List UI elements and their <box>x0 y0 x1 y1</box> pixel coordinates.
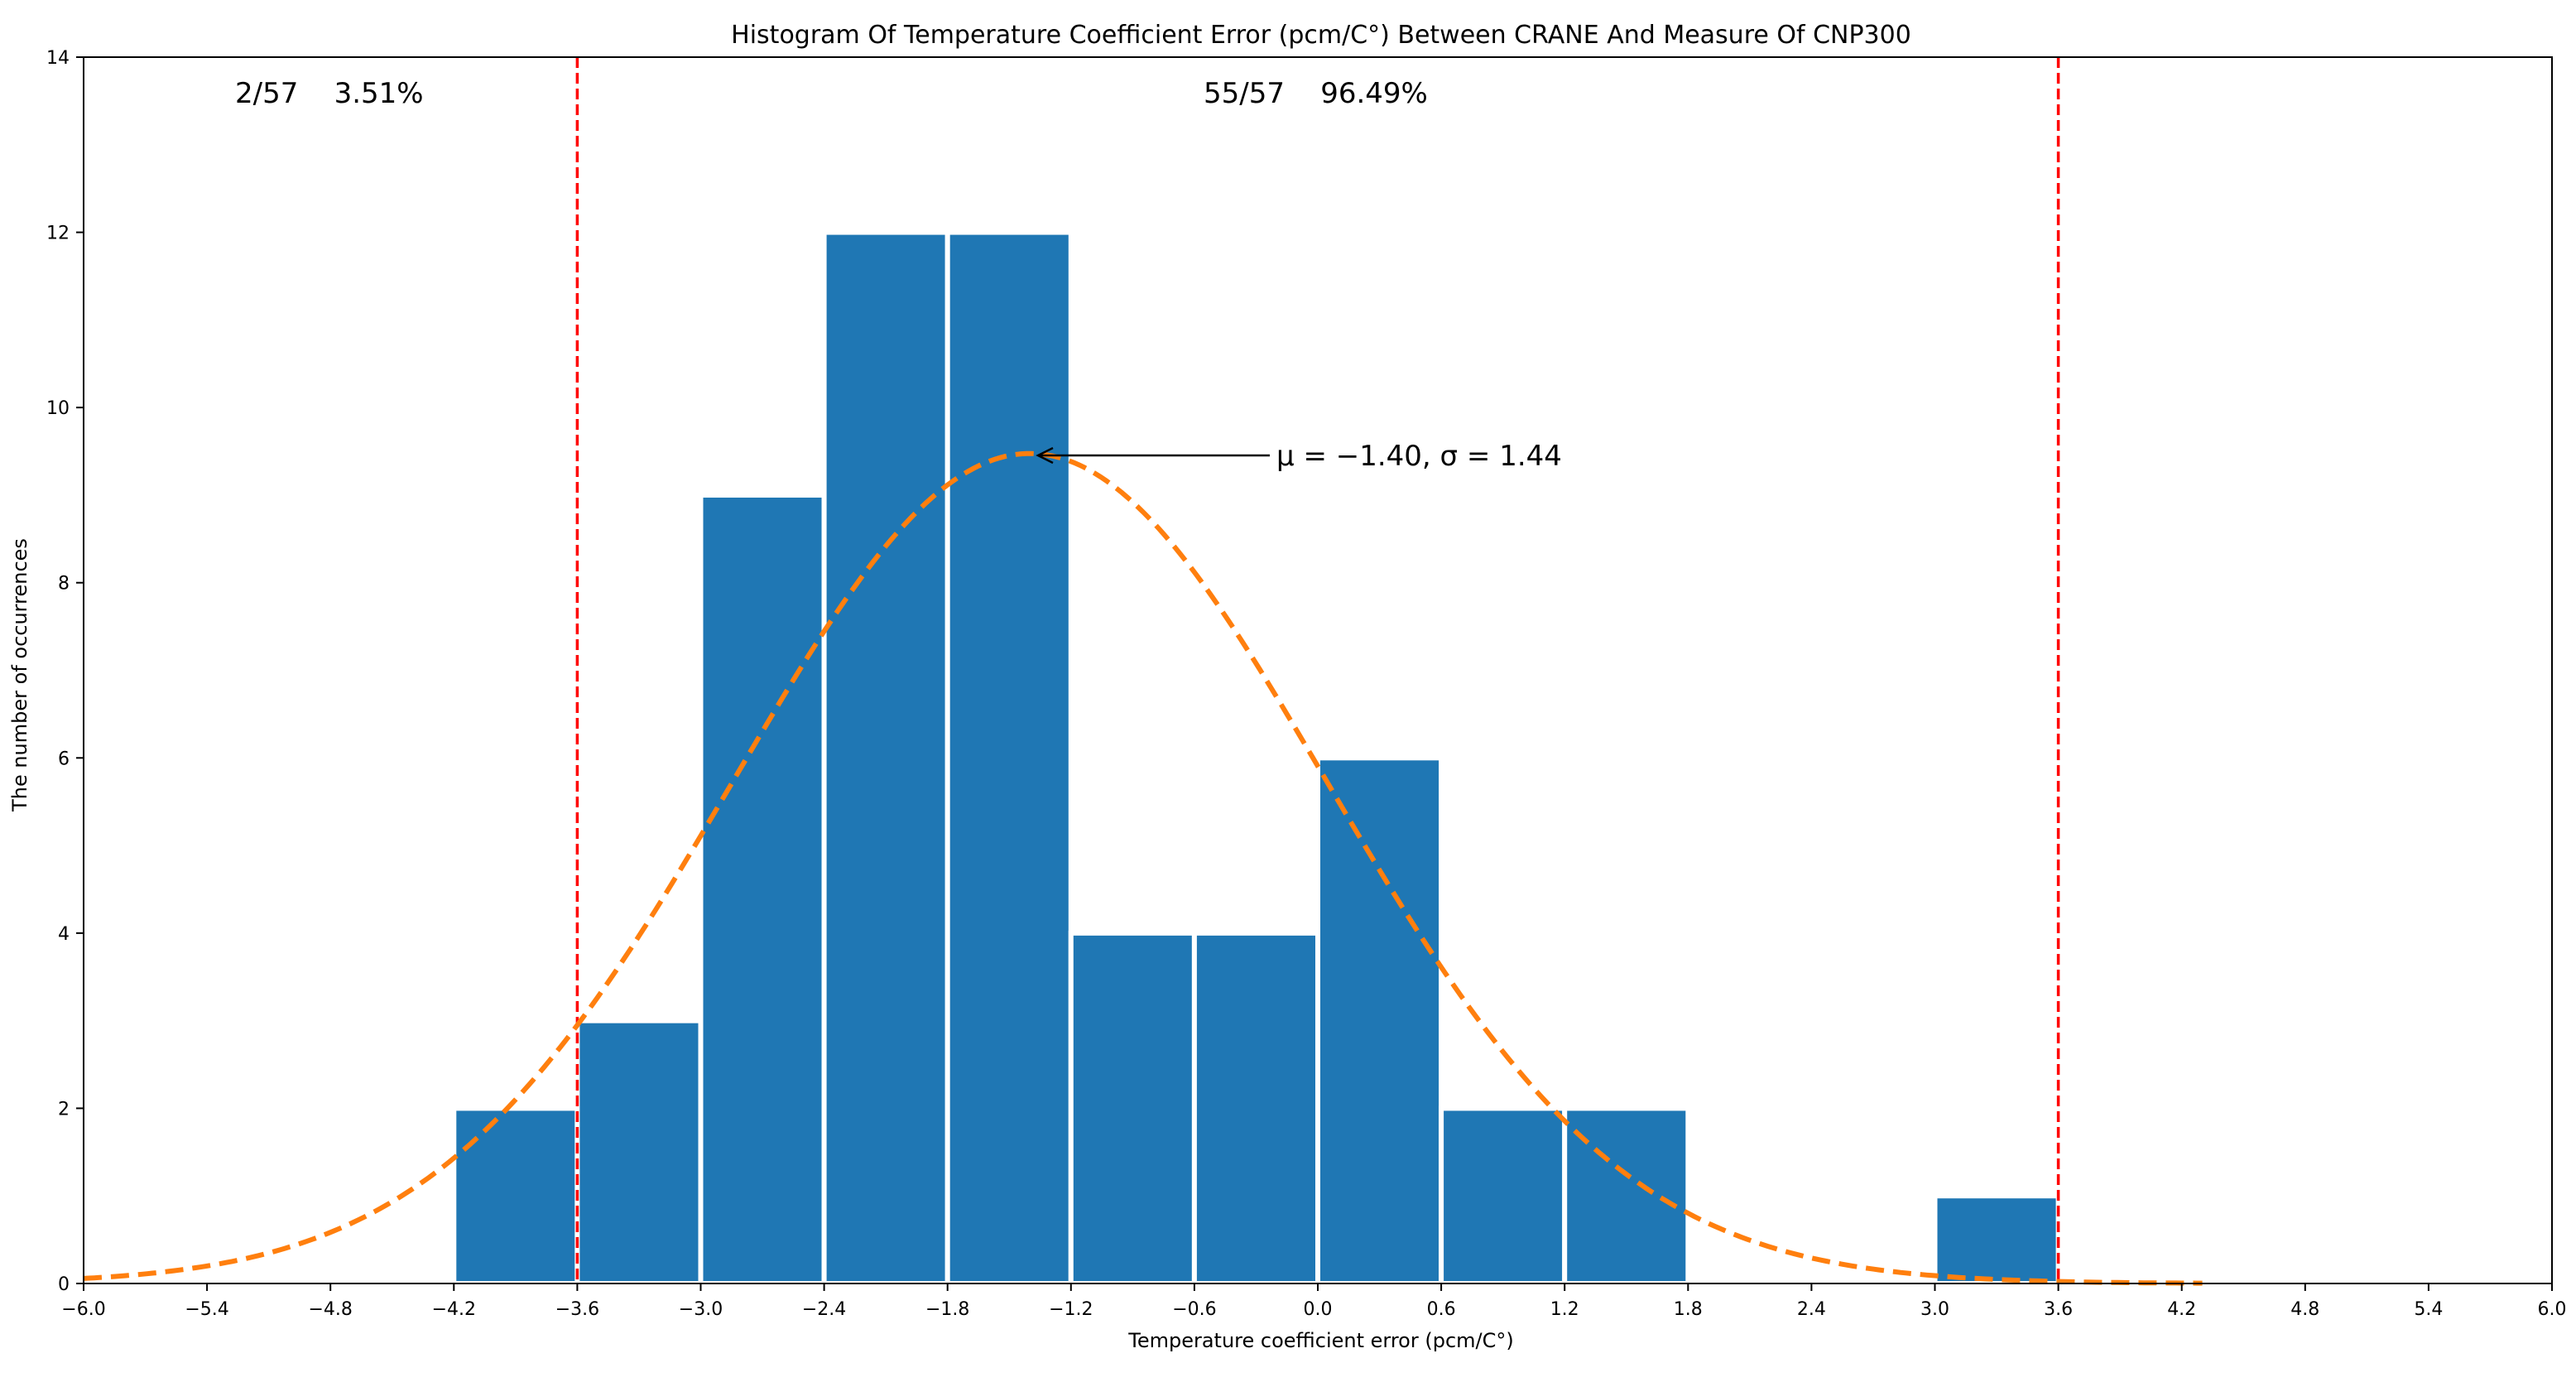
histogram-bar <box>944 229 1074 1287</box>
x-tick-label: −2.4 <box>802 1299 846 1320</box>
y-tick-label: 4 <box>58 924 70 945</box>
histogram-bar <box>1932 1193 2061 1286</box>
histogram-bar <box>698 492 827 1286</box>
x-tick-label: −5.4 <box>185 1299 228 1320</box>
x-tick-label: 0.0 <box>1304 1299 1333 1320</box>
chart-title: Histogram Of Temperature Coefficient Err… <box>731 21 1911 50</box>
histogram-bar <box>1068 930 1197 1287</box>
x-tick-label: 5.4 <box>2414 1299 2443 1320</box>
center-count-label: 55/57 96.49% <box>1204 77 1428 110</box>
y-axis-ticks: 0 2 4 6 8 10 12 14 <box>46 48 84 1295</box>
x-axis-label: Temperature coefficient error (pcm/C°) <box>1127 1329 1514 1352</box>
y-tick-label: 14 <box>46 48 70 69</box>
histogram-bar <box>1439 1105 1568 1287</box>
x-tick-label: 6.0 <box>2538 1299 2567 1320</box>
x-tick-label: −0.6 <box>1172 1299 1216 1320</box>
fit-annotation-arrow-head <box>1036 446 1054 465</box>
x-tick-label: 0.6 <box>1427 1299 1456 1320</box>
histogram-bar <box>451 1105 580 1287</box>
normal-fit-curve-group <box>83 450 2203 1286</box>
fit-annotation: μ = −1.40, σ = 1.44 <box>1036 440 1562 473</box>
histogram-bar <box>821 229 950 1287</box>
y-tick-label: 0 <box>58 1274 70 1295</box>
histogram-bars <box>451 229 2061 1287</box>
x-tick-label: −3.0 <box>679 1299 723 1320</box>
x-tick-label: −1.8 <box>925 1299 969 1320</box>
y-tick-label: 8 <box>58 574 70 595</box>
normal-fit-curve <box>83 450 2203 1286</box>
x-tick-label: −1.2 <box>1049 1299 1093 1320</box>
y-tick-label: 6 <box>58 749 70 769</box>
x-tick-label: 4.8 <box>2290 1299 2319 1320</box>
histogram-bar <box>1315 755 1444 1286</box>
x-tick-label: 3.0 <box>1920 1299 1949 1320</box>
x-axis-ticks: −6.0 −5.4 −4.8 −4.2 −3.6 −3.0 −2.4 −1.8 −1.2 −0.6… <box>61 1283 2567 1320</box>
x-tick-label: −4.2 <box>432 1299 476 1320</box>
x-tick-label: 4.2 <box>2167 1299 2196 1320</box>
x-tick-label: 3.6 <box>2044 1299 2073 1320</box>
histogram-bar <box>574 1018 704 1286</box>
x-tick-label: 2.4 <box>1797 1299 1826 1320</box>
x-tick-label: 1.8 <box>1674 1299 1703 1320</box>
fit-parameters-label: μ = −1.40, σ = 1.44 <box>1276 440 1562 473</box>
x-tick-label: −4.8 <box>308 1299 352 1320</box>
left-tail-count-label: 2/57 3.51% <box>235 77 424 110</box>
x-tick-label: −6.0 <box>61 1299 105 1320</box>
y-tick-label: 10 <box>46 398 70 419</box>
y-axis-label: The number of occurrences <box>8 538 31 812</box>
x-tick-label: −3.6 <box>555 1299 599 1320</box>
histogram-bar <box>1191 930 1321 1287</box>
y-tick-label: 2 <box>58 1099 70 1120</box>
x-tick-label: 1.2 <box>1550 1299 1579 1320</box>
histogram-bar <box>1562 1105 1691 1287</box>
y-tick-label: 12 <box>46 224 70 244</box>
